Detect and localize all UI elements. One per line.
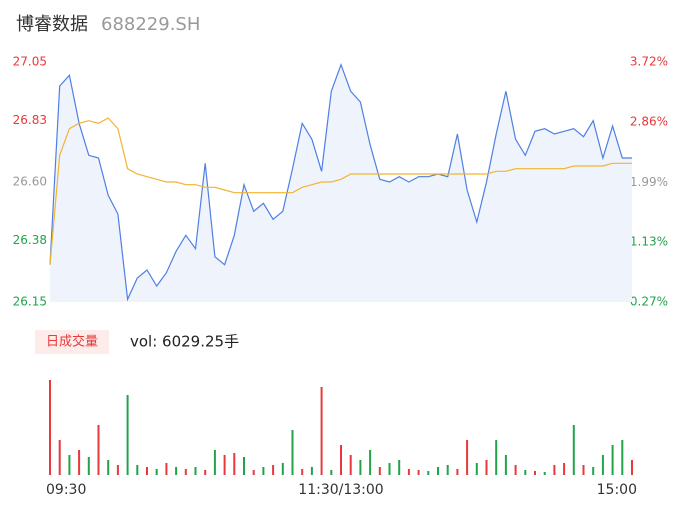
volume-bar [601,455,604,475]
volume-bar [184,469,187,475]
volume-bar [68,455,71,475]
volume-bar [388,463,391,475]
series-line [49,117,632,265]
chart-subtitle: 688229.SH [101,14,200,35]
volume-bar [262,467,265,475]
volume-bar [437,467,439,475]
volume-bar [378,467,381,475]
volume-bar [204,470,207,475]
volume-bar [446,465,449,475]
volume-bar [514,465,517,475]
volume-bar [621,440,624,475]
volume-bar [427,471,430,475]
volume-bar [49,380,51,475]
chart-title: 博睿数据 [16,14,88,35]
volume-bar [310,467,313,475]
volume-bar [136,465,139,475]
volume-bar [349,455,352,475]
y-tick-label: 27.05 [13,55,47,69]
volume-bar [291,430,294,475]
legend-label: 日成交量 [46,334,98,350]
volume-bar [592,467,595,475]
series-line [49,62,632,302]
volume-bar [213,450,216,475]
volume-bar [398,460,401,475]
volume-bar [563,463,566,475]
volume-bar [417,470,420,475]
volume-bar [524,470,527,475]
volume-bar [466,440,469,475]
volume-bar [165,463,168,475]
volume-bar [485,460,488,475]
volume-bar [456,469,459,475]
volume-bar [252,470,255,475]
y2-tick-label: 0.27% [630,295,668,309]
x-tick-label: 09:30 [46,482,86,498]
volume-bar [340,445,342,475]
y-tick-label: 26.83 [13,113,47,127]
volume-bar [369,450,372,475]
volume-bar [611,445,614,475]
x-tick-label: 11:30/13:00 [298,482,383,498]
volume-bar [175,467,178,475]
volume-bar [194,467,197,475]
volume-bar [243,457,245,475]
volume-bar [126,395,129,475]
volume-bar [281,463,284,475]
volume-bar [223,455,226,475]
volume-bar [407,469,410,475]
volume-bar [504,455,507,475]
y-tick-label: 26.15 [13,295,47,309]
volume-bar [543,472,546,475]
volume-bar [155,469,158,475]
y-tick-label: 26.60 [13,175,47,189]
volume-bar [582,465,585,475]
price-area [50,64,632,302]
volume-bar [631,460,633,475]
volume-bar [97,425,100,475]
volume-bar [359,460,362,475]
volume-bar [572,425,575,475]
volume-bar [272,465,275,475]
y2-tick-label: 1.13% [630,235,668,249]
volume-annotation: vol: 6029.25手 [130,333,239,351]
x-tick-label: 15:00 [597,482,637,498]
legend-box [35,330,109,354]
volume-bar [330,470,333,475]
y2-tick-label: 2.86% [630,114,668,128]
volume-bar [553,465,556,475]
y2-tick-label: 3.72% [630,55,668,69]
volume-bar [58,440,61,475]
volume-bar [116,465,119,475]
y-tick-label: 26.38 [13,233,47,247]
volume-bar [534,471,536,475]
volume-bar [320,387,323,475]
volume-bar [107,460,110,475]
volume-bar [495,440,498,475]
y2-tick-label: 1.99% [630,175,668,189]
volume-bar [78,450,81,475]
volume-bar [301,469,304,475]
volume-bar [475,463,478,475]
volume-bar [87,457,90,475]
volume-bar [146,467,148,475]
volume-bar [233,453,236,475]
